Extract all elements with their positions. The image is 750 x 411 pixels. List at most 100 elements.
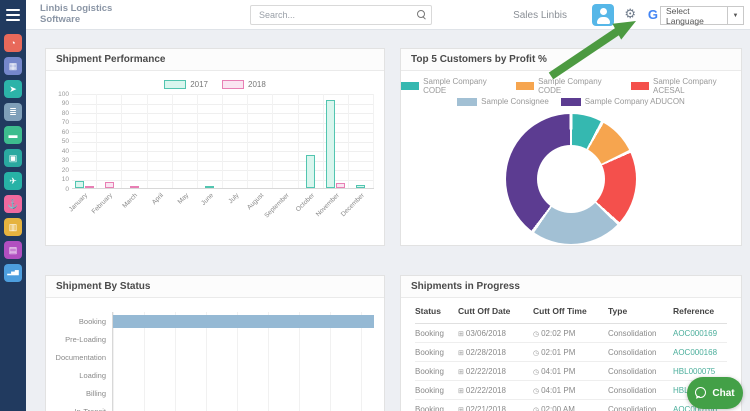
status-label: Billing <box>85 388 106 398</box>
bar-group-august: August <box>246 94 274 211</box>
logo-line1: Linbis Logistics <box>40 3 113 14</box>
sidebar-item-inventory-layers[interactable]: ≣ <box>4 103 22 121</box>
gear-icon[interactable]: ⚙ <box>624 6 636 21</box>
y-axis-tick: 100 <box>58 90 69 98</box>
language-selector-label: Select Language <box>666 5 704 26</box>
status-row-in-transit: In-Transit <box>50 402 374 411</box>
sidebar-item-package[interactable]: ▣ <box>4 149 22 167</box>
table-row: Booking ⊞ 02/22/2018 ◷ 04:01 PM Consolidation… <box>415 381 727 400</box>
sidebar-item-accounting-book[interactable]: ▤ <box>4 241 22 259</box>
search-input[interactable] <box>250 5 432 25</box>
reports-chart-icon: ▂▅▇ <box>7 269 19 276</box>
calendar-icon: ⊞ <box>458 368 464 376</box>
cell-status: Booking <box>415 385 444 395</box>
bar-2018[interactable] <box>336 183 346 188</box>
cell-reference-link[interactable]: HBL000075 <box>673 366 716 376</box>
quotes-send-icon: ➤ <box>9 83 17 94</box>
column-header[interactable]: Type <box>608 305 628 316</box>
legend-item[interactable]: Sample Company ACESAL <box>630 77 741 95</box>
x-axis-label: January <box>67 192 90 214</box>
status-bar[interactable] <box>113 314 374 328</box>
legend-label: 2017 <box>190 79 208 89</box>
bar-chart-legend: 2017 2018 <box>46 78 384 90</box>
app-logo[interactable]: Linbis Logistics Software <box>40 3 113 26</box>
google-translate-icon[interactable]: G <box>647 7 658 22</box>
legend-item[interactable]: Sample Company CODE <box>515 77 619 95</box>
bar-2017[interactable] <box>205 186 215 188</box>
cell-cutoff-date: ⊞ 02/22/2018 <box>458 385 506 395</box>
y-axis-tick: 70 <box>61 119 69 126</box>
bar-group-november: November <box>315 94 349 218</box>
column-header[interactable]: Reference <box>673 305 715 316</box>
cell-status: Booking <box>415 328 444 338</box>
column-header[interactable]: Status <box>415 305 441 316</box>
x-axis-label: December <box>339 192 366 219</box>
legend-swatch <box>457 97 478 106</box>
cell-cutoff-time: ◷ 04:01 PM <box>533 385 576 395</box>
search-icon[interactable] <box>417 10 425 18</box>
cell-cutoff-date: ⊞ 02/22/2018 <box>458 366 506 376</box>
legend-item[interactable]: Sample Company ADUCON <box>560 97 685 106</box>
cell-reference-link[interactable]: AOC000168 <box>673 347 718 357</box>
sidebar-item-quotes-send[interactable]: ➤ <box>4 80 22 98</box>
status-label: In-Transit <box>74 406 106 411</box>
table-row: Booking ⊞ 02/22/2018 ◷ 04:01 PM Consolidation… <box>415 362 727 381</box>
sidebar-item-reports-chart[interactable]: ▂▅▇ <box>4 264 22 282</box>
bar-group-april: April <box>148 94 173 206</box>
cell-cutoff-time: ◷ 02:02 PM <box>533 328 576 338</box>
bar-2017[interactable] <box>74 181 84 188</box>
calendar-icon: ⊞ <box>458 330 464 338</box>
sidebar-item-warehouse[interactable]: ▦ <box>4 57 22 75</box>
menu-icon[interactable] <box>0 0 26 30</box>
calendar-icon: ⊞ <box>458 406 464 411</box>
shipment-performance-panel: Shipment Performance 2017 2018 0 10 20 30 40 5… <box>45 48 385 246</box>
column-header[interactable]: Cutt Off Date <box>458 305 511 316</box>
x-axis-label: June <box>199 192 215 207</box>
status-row-booking: Booking <box>50 312 374 330</box>
legend-item[interactable]: Sample Company CODE <box>401 77 504 95</box>
bar-group-march: March <box>122 94 148 210</box>
chat-bubble-icon <box>695 387 707 399</box>
y-axis-tick: 90 <box>61 100 69 107</box>
sidebar-item-vessel[interactable]: ▬ <box>4 126 22 144</box>
cell-cutoff-time: ◷ 02:01 PM <box>533 347 576 357</box>
cell-reference-link[interactable]: AOC000166 <box>673 404 718 411</box>
status-row-billing: Billing <box>50 384 374 402</box>
sidebar-item-ocean-shipment[interactable]: ⚓ <box>4 195 22 213</box>
chat-button[interactable]: Chat <box>687 377 743 409</box>
bar-2017[interactable] <box>326 99 336 188</box>
status-row-documentation: Documentation <box>50 348 374 366</box>
language-selector[interactable]: Select Language ▼ <box>660 5 744 26</box>
inventory-layers-icon: ≣ <box>9 106 17 117</box>
column-header[interactable]: Cutt Off Time <box>533 305 587 316</box>
x-axis-label: February <box>90 192 115 216</box>
legend-item[interactable]: Sample Consignee <box>457 97 549 106</box>
user-avatar-icon[interactable] <box>592 4 614 26</box>
x-axis-label: September <box>262 192 291 220</box>
x-axis-label: July <box>226 192 241 206</box>
bar-group-february: February <box>91 94 123 215</box>
y-axis-tick: 80 <box>61 109 69 117</box>
cell-reference-link[interactable]: AOC000169 <box>673 328 718 338</box>
sidebar-item-dashboard[interactable]: ◔ <box>4 34 22 52</box>
legend-label: Sample Company CODE <box>423 77 487 95</box>
sidebar-item-ground-shipment[interactable]: ▥ <box>4 218 22 236</box>
bar-2017[interactable] <box>356 185 366 188</box>
bar-2017[interactable] <box>306 154 316 188</box>
horizontal-bar-chart: Booking Pre-Loading Documentation Loading Bi… <box>50 312 374 411</box>
bar-group-december: December <box>340 94 375 218</box>
y-axis-tick: 30 <box>61 157 69 164</box>
bar-2018[interactable] <box>104 182 114 188</box>
legend-item[interactable]: 2017 <box>164 79 208 89</box>
shipments-in-progress-panel: Shipments in Progress Status Cutt Off Dat… <box>400 275 742 411</box>
cell-status: Booking <box>415 404 444 411</box>
legend-item[interactable]: 2018 <box>222 79 266 89</box>
cell-status: Booking <box>415 347 444 357</box>
y-axis-tick: 0 <box>65 185 69 193</box>
y-axis-tick: 50 <box>61 138 69 145</box>
sidebar-item-air-shipment[interactable]: ✈ <box>4 172 22 190</box>
bar-2018[interactable] <box>84 186 94 188</box>
shipment-by-status-panel: Shipment By Status Booking Pre-Loading Doc… <box>45 275 385 411</box>
donut-chart-legend: Sample Company CODE Sample Company CODE Sa… <box>401 77 741 106</box>
bar-2018[interactable] <box>129 186 139 188</box>
